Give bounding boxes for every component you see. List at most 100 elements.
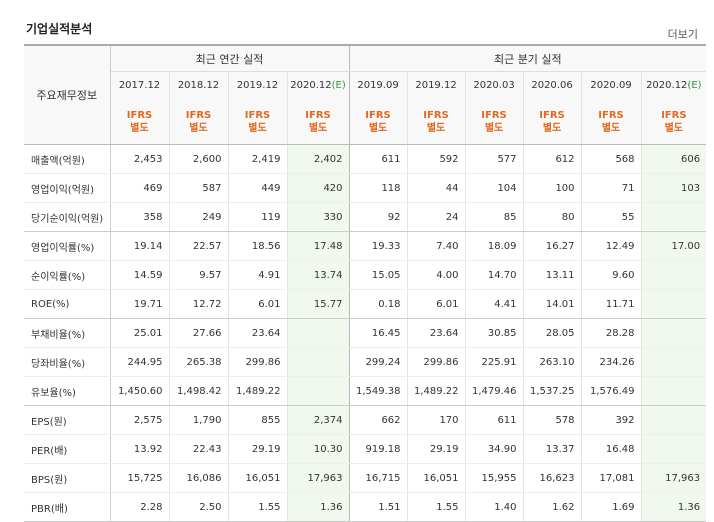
standard-ifrs: IFRS <box>598 109 624 121</box>
value-cell: 19.71 <box>109 289 169 319</box>
standard-ifrs: IFRS <box>661 109 687 121</box>
value-cell: 330 <box>286 202 350 232</box>
standard-separate: 별도 <box>189 122 208 134</box>
value-cell: 9.57 <box>168 260 228 290</box>
value-cell: 28.28 <box>580 318 642 348</box>
period-header: 2020.06 <box>522 71 582 99</box>
value-cell: 6.01 <box>227 289 287 319</box>
value-cell: 118 <box>348 173 408 203</box>
value-cell: 13.74 <box>286 260 350 290</box>
value-cell: 299.86 <box>227 347 287 377</box>
accounting-standard: IFRS 별도 <box>286 99 350 145</box>
value-cell: 16.45 <box>348 318 408 348</box>
value-cell: 587 <box>168 173 228 203</box>
value-cell: 16.27 <box>522 231 582 261</box>
table-row: 유보율(%) 1,450.60 1,498.42 1,489.22 1,549.38 1,… <box>24 376 707 406</box>
table-row: 매출액(억원) 2,453 2,600 2,419 2,402 611 592 577 612 5… <box>24 144 707 174</box>
standard-ifrs: IFRS <box>305 109 331 121</box>
standard-ifrs: IFRS <box>423 109 449 121</box>
standard-ifrs: IFRS <box>185 109 212 121</box>
value-cell: 1,489.22 <box>227 376 287 406</box>
value-cell: 29.19 <box>227 434 287 464</box>
period-header: 2020.09 <box>580 71 642 99</box>
table-row: ROE(%) 19.71 12.72 6.01 15.77 0.18 6.01 4.41 14.… <box>24 289 707 319</box>
value-cell: 92 <box>348 202 408 232</box>
value-cell: 16,051 <box>406 463 466 493</box>
value-cell: 80 <box>522 202 582 232</box>
standard-ifrs: IFRS <box>126 109 153 121</box>
more-link[interactable]: 더보기 <box>667 28 698 41</box>
value-cell: 7.40 <box>406 231 466 261</box>
value-cell: 30.85 <box>464 318 524 348</box>
value-cell: 14.01 <box>522 289 582 319</box>
standard-separate: 별도 <box>308 122 328 134</box>
table-row: 영업이익률(%) 19.14 22.57 18.56 17.48 19.33 7.40 18.… <box>24 231 707 261</box>
value-cell: 11.71 <box>580 289 642 319</box>
value-cell: 15,725 <box>109 463 169 493</box>
value-cell: 17,963 <box>640 463 707 493</box>
accounting-standard: IFRS 별도 <box>168 99 228 145</box>
value-cell: 6.01 <box>406 289 466 319</box>
value-cell: 23.64 <box>406 318 466 348</box>
value-cell: 25.01 <box>109 318 169 348</box>
value-cell: 103 <box>640 173 707 203</box>
value-cell: 15.05 <box>348 260 408 290</box>
value-cell <box>640 289 707 319</box>
value-cell: 1,450.60 <box>109 376 169 406</box>
value-cell: 1,549.38 <box>348 376 408 406</box>
period-label: 2020.12 <box>290 80 332 91</box>
value-cell <box>640 405 707 435</box>
period-header: 2020.03 <box>464 71 524 99</box>
value-cell: 17,963 <box>286 463 350 493</box>
value-cell: 16,086 <box>168 463 228 493</box>
accounting-standard: IFRS 별도 <box>580 99 642 145</box>
value-cell: 22.43 <box>168 434 228 464</box>
value-cell: 27.66 <box>168 318 228 348</box>
value-cell: 17,081 <box>580 463 642 493</box>
value-cell: 919.18 <box>348 434 408 464</box>
value-cell: 1,489.22 <box>406 376 466 406</box>
value-cell: 170 <box>406 405 466 435</box>
value-cell: 1.62 <box>522 492 582 522</box>
value-cell: 28.05 <box>522 318 582 348</box>
standard-separate: 별도 <box>664 122 684 134</box>
period-header: 2020.12(E) <box>286 71 350 99</box>
value-cell: 2,419 <box>227 144 287 174</box>
period-header: 2019.12 <box>227 71 287 99</box>
value-cell: 606 <box>640 144 707 174</box>
standard-separate: 별도 <box>248 122 267 134</box>
value-cell <box>640 260 707 290</box>
value-cell: 1,576.49 <box>580 376 642 406</box>
period-label: 2019.12 <box>236 80 279 91</box>
row-label: 매출액(억원) <box>24 144 111 174</box>
value-cell: 9.60 <box>580 260 642 290</box>
value-cell <box>640 434 707 464</box>
value-cell: 1.51 <box>348 492 408 522</box>
value-cell: 592 <box>406 144 466 174</box>
accounting-standard: IFRS 별도 <box>522 99 582 145</box>
value-cell: 16,715 <box>348 463 408 493</box>
period-label: 2018.12 <box>177 80 220 91</box>
value-cell: 15,955 <box>464 463 524 493</box>
value-cell: 1.69 <box>580 492 642 522</box>
period-label: 2020.03 <box>473 80 515 91</box>
value-cell: 4.41 <box>464 289 524 319</box>
accounting-standard: IFRS 별도 <box>464 99 524 145</box>
period-header: 2019.09 <box>348 71 408 99</box>
accounting-standard: IFRS 별도 <box>406 99 466 145</box>
table-row: 부채비율(%) 25.01 27.66 23.64 16.45 23.64 30.85 28.… <box>24 318 707 348</box>
row-label: BPS(원) <box>24 463 111 493</box>
value-cell: 855 <box>227 405 287 435</box>
row-label: 당기순이익(억원) <box>24 202 111 232</box>
value-cell: 2,453 <box>109 144 169 174</box>
table-row: EPS(원) 2,575 1,790 855 2,374 662 170 611 578 392 <box>24 405 707 435</box>
value-cell: 1.36 <box>286 492 350 522</box>
value-cell: 662 <box>348 405 408 435</box>
value-cell: 358 <box>109 202 169 232</box>
value-cell: 71 <box>580 173 642 203</box>
accounting-standard: IFRS 별도 <box>348 99 408 145</box>
table-row: PER(배) 13.92 22.43 29.19 10.30 919.18 29.19 34.… <box>24 434 707 464</box>
row-label: ROE(%) <box>24 289 111 319</box>
value-cell: 17.48 <box>286 231 350 261</box>
period-label: 2019.12 <box>415 80 457 91</box>
